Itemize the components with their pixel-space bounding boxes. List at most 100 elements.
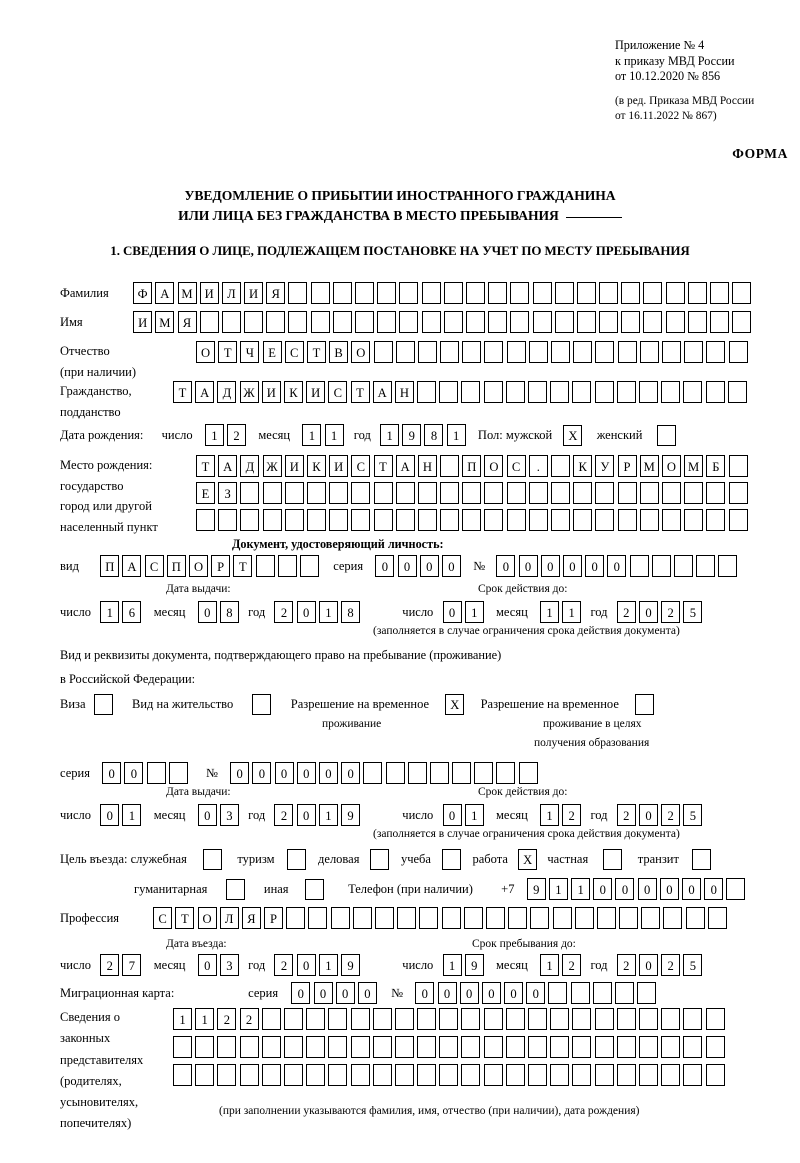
grid-cell[interactable] [506,341,526,363]
grid-cell[interactable] [528,1036,547,1058]
grid-cell[interactable]: С [351,455,371,477]
grid-cell[interactable]: 0 [637,878,657,900]
grid-cell[interactable]: 1 [122,804,142,826]
purpose-work-checkbox[interactable]: X [518,849,538,870]
grid-cell[interactable]: 1 [540,804,560,826]
grid-cell[interactable]: 0 [504,982,524,1004]
grid-cell[interactable]: 0 [442,601,462,623]
grid-cell[interactable] [394,1008,414,1030]
grid-cell[interactable]: 0 [415,982,435,1004]
grid-cell[interactable] [397,907,417,929]
grid-cell[interactable] [639,509,659,531]
grid-cell[interactable] [394,1064,414,1086]
grid-cell[interactable]: 0 [397,555,417,577]
grid-cell[interactable] [505,1008,525,1030]
grid-cell[interactable] [599,311,619,333]
grid-cell[interactable]: 2 [274,601,294,623]
grid-cell[interactable]: П [100,555,120,577]
grid-cell[interactable] [395,482,415,504]
grid-cell[interactable] [684,482,704,504]
grid-cell[interactable]: Р [264,907,284,929]
grid-cell[interactable]: Т [173,381,192,403]
grid-cell[interactable]: Б [706,455,726,477]
grid-cell[interactable] [572,1036,592,1058]
grid-cell[interactable]: 0 [357,982,377,1004]
grid-cell[interactable] [283,1036,303,1058]
grid-cell[interactable] [643,282,663,304]
grid-cell[interactable]: Т [175,907,195,929]
grid-cell[interactable] [661,381,681,403]
grid-cell[interactable]: Л [221,282,241,304]
grid-cell[interactable] [308,907,328,929]
grid-cell[interactable] [616,381,636,403]
grid-cell[interactable]: 2 [562,954,582,976]
grid-cell[interactable]: О [189,555,208,577]
grid-cell[interactable] [146,762,166,784]
grid-cell[interactable]: 0 [562,555,582,577]
grid-cell[interactable] [350,1008,370,1030]
grid-cell[interactable] [687,282,707,304]
grid-cell[interactable] [573,509,593,531]
grid-cell[interactable] [217,1036,237,1058]
purpose-tourism-checkbox[interactable] [286,849,306,870]
grid-cell[interactable] [508,907,528,929]
grid-cell[interactable] [288,282,308,304]
grid-cell[interactable]: 3 [219,954,239,976]
grid-cell[interactable]: А [218,455,238,477]
grid-cell[interactable]: 0 [442,804,462,826]
grid-cell[interactable] [417,482,437,504]
grid-cell[interactable]: 0 [593,878,613,900]
grid-cell[interactable] [554,311,574,333]
grid-cell[interactable]: Ч [240,341,260,363]
grid-cell[interactable]: Л [219,907,239,929]
grid-cell[interactable] [395,509,415,531]
representatives-input-2[interactable] [173,1036,725,1058]
grid-cell[interactable]: Ф [133,282,153,304]
grid-cell[interactable]: И [306,381,326,403]
grid-cell[interactable]: 8 [424,424,444,446]
grid-cell[interactable] [417,1064,437,1086]
grid-cell[interactable]: 2 [239,1008,259,1030]
grid-cell[interactable] [643,311,663,333]
grid-cell[interactable] [548,982,568,1004]
grid-cell[interactable] [375,907,394,929]
grid-cell[interactable] [284,482,304,504]
grid-cell[interactable]: 2 [661,804,681,826]
grid-cell[interactable]: Я [177,311,197,333]
grid-cell[interactable] [488,311,508,333]
grid-cell[interactable] [419,907,439,929]
grid-cell[interactable] [651,555,671,577]
grid-cell[interactable]: 5 [683,954,703,976]
grid-cell[interactable]: 9 [341,954,361,976]
grid-cell[interactable] [463,907,483,929]
grid-cell[interactable] [372,1008,392,1030]
grid-cell[interactable] [661,1036,681,1058]
grid-cell[interactable] [395,341,415,363]
grid-cell[interactable] [576,282,596,304]
grid-cell[interactable] [506,482,526,504]
birthplace-input-3[interactable] [196,509,748,531]
grid-cell[interactable] [286,907,306,929]
grid-cell[interactable] [661,482,681,504]
grid-cell[interactable] [429,762,449,784]
grid-cell[interactable] [461,381,481,403]
grid-cell[interactable] [661,341,681,363]
grid-cell[interactable]: 0 [375,555,395,577]
grid-cell[interactable] [683,1064,703,1086]
grid-cell[interactable] [240,482,260,504]
grid-cell[interactable] [726,878,746,900]
grid-cell[interactable]: А [372,381,392,403]
grid-cell[interactable] [484,341,504,363]
grid-cell[interactable] [355,282,374,304]
